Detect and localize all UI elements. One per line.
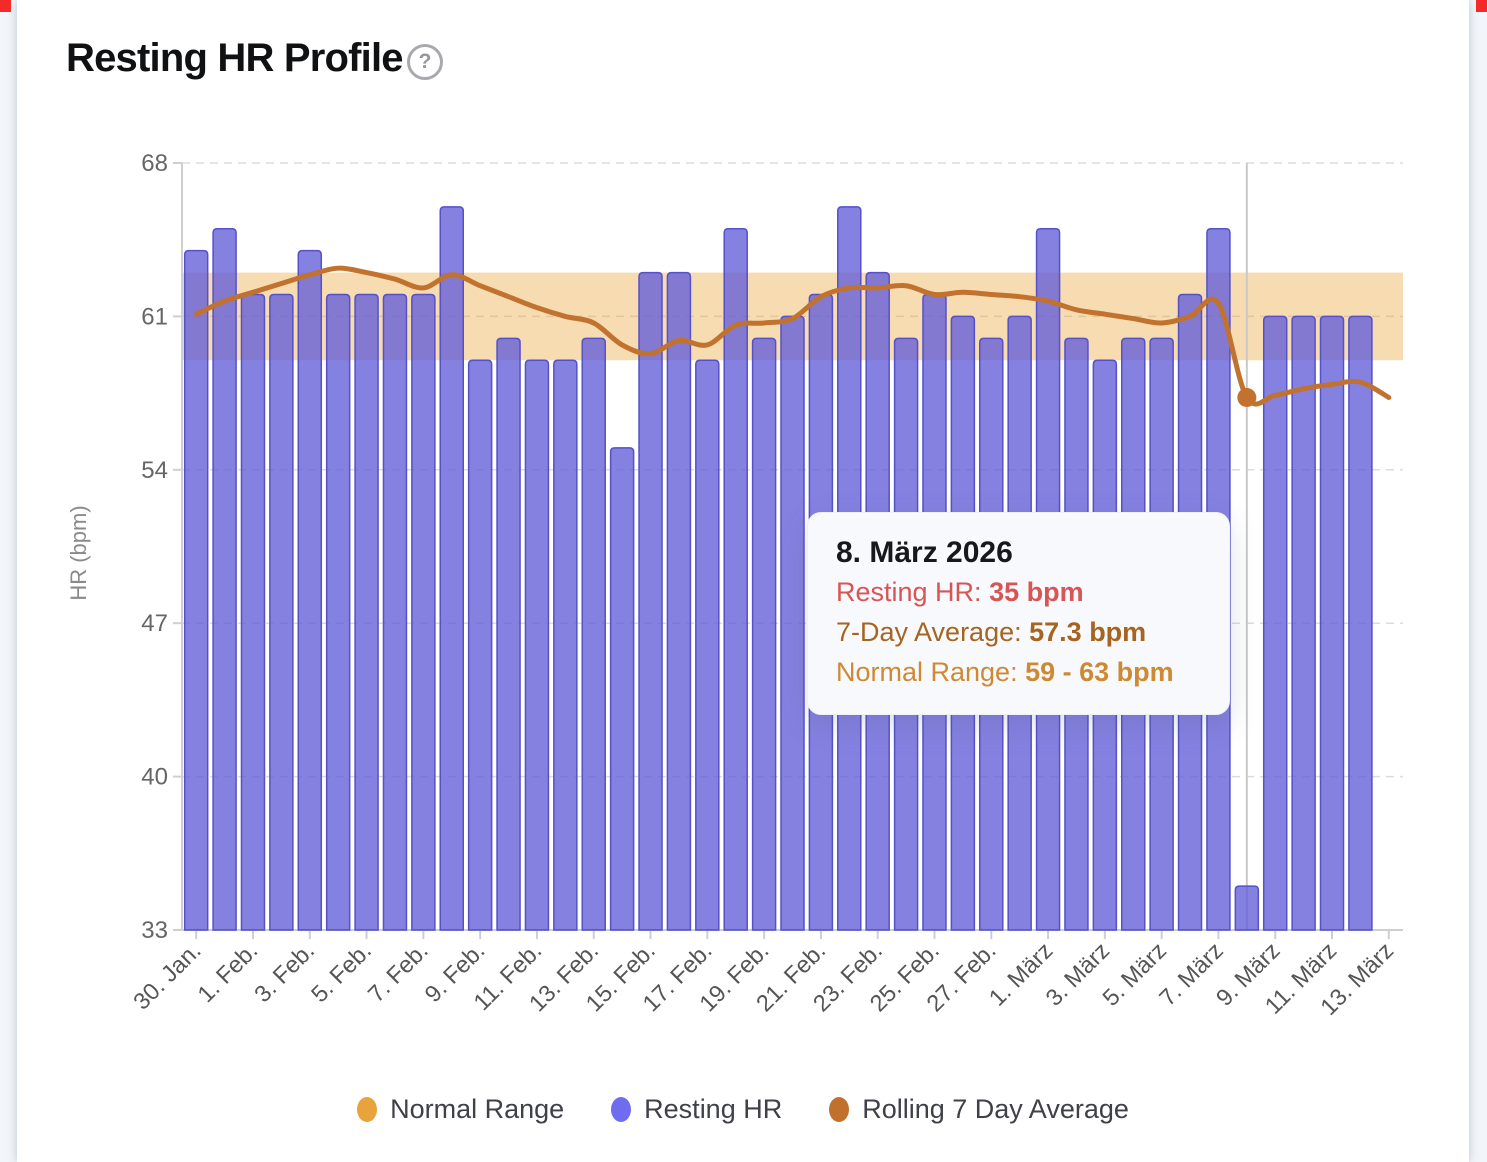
resting-hr-bar[interactable] — [666, 271, 692, 931]
resting-hr-bar[interactable] — [297, 249, 323, 931]
y-tick-label: 61 — [141, 303, 168, 330]
y-tick-label: 47 — [141, 610, 168, 637]
corner-mark-left — [0, 0, 11, 12]
resting-hr-bar[interactable] — [354, 293, 379, 931]
resting-hr-bar[interactable] — [751, 337, 777, 931]
tooltip-date: 8. März 2026 — [836, 536, 1013, 569]
page-title: Resting HR Profile — [66, 36, 404, 80]
resting-hr-bar[interactable] — [382, 293, 408, 931]
resting-hr-bar[interactable] — [1348, 315, 1373, 931]
tooltip-value: 57.3 bpm — [1029, 617, 1147, 647]
chart-tooltip: 8. März 2026 Resting HR: 35 bpm 7-Day Av… — [807, 512, 1230, 715]
tooltip-label: Resting HR: — [836, 577, 982, 607]
resting-hr-bar[interactable] — [723, 227, 748, 931]
chart-legend: Normal Range Resting HR Rolling 7 Day Av… — [17, 1094, 1469, 1125]
x-tick-label: 3. Feb. — [249, 937, 319, 1007]
resting-hr-bar[interactable] — [1234, 885, 1260, 931]
tooltip-row-7day-average: 7-Day Average: 57.3 bpm — [836, 612, 1201, 652]
resting-hr-bar[interactable] — [325, 293, 351, 931]
resting-hr-bar[interactable] — [695, 359, 720, 931]
help-icon[interactable]: ? — [407, 44, 443, 80]
resting-hr-bar[interactable] — [467, 359, 493, 931]
resting-hr-bar[interactable] — [212, 227, 237, 931]
tooltip-row-resting-hr: Resting HR: 35 bpm — [836, 572, 1201, 612]
rolling-average-line — [193, 265, 1392, 407]
tooltip-value: 35 bpm — [989, 577, 1084, 607]
resting-hr-bar[interactable] — [638, 271, 663, 931]
legend-item-normal-range[interactable]: Normal Range — [357, 1094, 564, 1125]
tooltip-label: Normal Range: — [836, 657, 1018, 687]
x-tick-label: 7. Feb. — [363, 937, 433, 1007]
resting-hr-dot-icon — [611, 1097, 632, 1122]
y-tick-label: 54 — [141, 457, 168, 484]
resting-hr-bar[interactable] — [609, 447, 635, 931]
resting-hr-bar[interactable] — [1262, 315, 1288, 931]
resting-hr-bar[interactable] — [1291, 315, 1316, 931]
resting-hr-bar[interactable] — [240, 293, 266, 931]
resting-hr-bar[interactable] — [1319, 315, 1345, 931]
x-tick-label: 30. Jan. — [128, 937, 206, 1015]
tooltip-row-normal-range: Normal Range: 59 - 63 bpm — [836, 652, 1201, 692]
resting-hr-bar[interactable] — [524, 359, 550, 931]
legend-label: Resting HR — [644, 1094, 783, 1124]
legend-label: Rolling 7 Day Average — [862, 1094, 1129, 1124]
y-tick-label: 33 — [141, 917, 168, 944]
question-glyph: ? — [418, 50, 432, 73]
legend-label: Normal Range — [390, 1094, 565, 1124]
resting-hr-bar[interactable] — [780, 315, 805, 931]
tooltip-label: 7-Day Average: — [836, 617, 1022, 647]
resting-hr-bar[interactable] — [411, 293, 436, 931]
tooltip-value: 59 - 63 bpm — [1025, 657, 1174, 687]
rolling-average-dot-icon — [829, 1097, 850, 1122]
legend-item-rolling-average[interactable]: Rolling 7 Day Average — [829, 1094, 1129, 1125]
x-tick-label: 1. Feb. — [192, 937, 262, 1007]
y-tick-label: 68 — [141, 150, 168, 177]
resting-hr-bar[interactable] — [439, 206, 465, 931]
resting-hr-bar[interactable] — [581, 337, 606, 931]
corner-mark-right — [1476, 0, 1487, 12]
resting-hr-bar[interactable] — [269, 293, 294, 931]
normal-range-dot-icon — [357, 1097, 378, 1122]
x-tick-label: 5. Feb. — [306, 937, 376, 1007]
y-axis-title: HR (bpm) — [66, 505, 91, 600]
y-tick-label: 40 — [141, 764, 168, 791]
resting-hr-bar[interactable] — [183, 249, 209, 931]
active-point-dot — [1237, 387, 1257, 407]
resting-hr-bar[interactable] — [496, 337, 521, 931]
resting-hr-bar[interactable] — [553, 359, 578, 931]
legend-item-resting-hr[interactable]: Resting HR — [611, 1094, 782, 1125]
